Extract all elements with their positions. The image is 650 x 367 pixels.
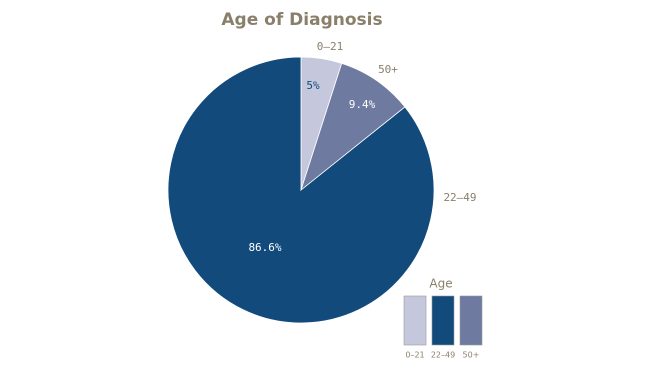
legend-label: 0–21: [405, 351, 424, 360]
legend-swatch: [459, 295, 483, 346]
chart-title: Age of Diagnosis: [221, 10, 382, 30]
slice-label: 0–21: [317, 40, 344, 53]
legend-label: 22–49: [431, 351, 455, 360]
value-label: 86.6%: [248, 241, 281, 254]
value-label: 5%: [306, 79, 320, 92]
slice-label: 50+: [378, 63, 398, 76]
value-label: 9.4%: [349, 98, 376, 111]
legend-title: Age: [429, 277, 452, 291]
pie-slice: [300, 62, 406, 192]
legend-swatch: [403, 295, 427, 346]
legend-swatch: [431, 295, 455, 346]
slice-label: 22–49: [443, 191, 476, 204]
legend-label: 50+: [463, 351, 480, 360]
